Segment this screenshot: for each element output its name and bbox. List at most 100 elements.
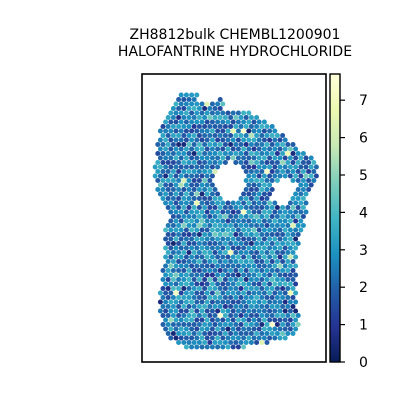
spot	[196, 322, 202, 327]
spot	[230, 236, 236, 242]
spot	[287, 164, 293, 170]
spot	[251, 200, 257, 206]
spot	[228, 232, 234, 237]
spot	[259, 223, 265, 228]
spot	[176, 133, 182, 138]
spot	[209, 119, 215, 125]
spot	[230, 209, 236, 215]
spot	[181, 124, 187, 129]
spot	[176, 124, 182, 129]
spot	[311, 178, 317, 183]
spot	[152, 173, 158, 179]
spot	[295, 205, 301, 210]
spot	[165, 133, 171, 138]
spot	[264, 178, 270, 183]
spot	[290, 286, 296, 291]
spot	[220, 335, 226, 341]
spot	[243, 223, 249, 228]
spot	[157, 290, 163, 296]
spot	[233, 304, 239, 309]
spot	[173, 191, 179, 197]
spot	[274, 268, 280, 273]
spot	[189, 308, 195, 314]
spot	[251, 119, 257, 125]
spot	[261, 146, 267, 152]
spot	[204, 272, 210, 278]
spot	[160, 124, 166, 129]
colorbar-tick-label: 4	[359, 205, 368, 221]
spot	[163, 245, 169, 251]
spot	[189, 119, 195, 125]
spot	[261, 290, 267, 296]
spot	[256, 173, 262, 179]
spot	[267, 137, 273, 143]
spot	[238, 340, 244, 345]
spot	[191, 187, 197, 192]
spot	[248, 142, 254, 147]
spot	[170, 286, 176, 291]
spot	[157, 164, 163, 170]
spot	[207, 295, 213, 300]
plot-frame	[141, 73, 327, 363]
spot	[230, 137, 236, 143]
spot	[277, 317, 283, 323]
spot	[160, 295, 166, 300]
spot	[207, 322, 213, 327]
spot	[176, 232, 182, 237]
spot	[259, 142, 265, 147]
spot	[248, 250, 254, 255]
spot	[155, 178, 161, 183]
spot	[157, 146, 163, 152]
spot	[222, 295, 228, 300]
spot	[209, 137, 215, 143]
spot	[202, 304, 208, 309]
spot	[217, 214, 223, 219]
spot	[256, 191, 262, 197]
spot	[209, 200, 215, 206]
spot	[280, 268, 286, 273]
spot	[163, 227, 169, 233]
spot	[173, 236, 179, 242]
spot	[243, 340, 249, 345]
spot	[287, 308, 293, 314]
spot	[212, 331, 218, 336]
spot	[285, 151, 291, 156]
spot	[267, 164, 273, 170]
spot	[222, 286, 228, 291]
spot	[285, 250, 291, 255]
spot	[168, 209, 174, 215]
spot	[238, 313, 244, 318]
spot	[264, 169, 270, 174]
spot	[199, 155, 205, 161]
spot	[277, 209, 283, 215]
spot	[168, 119, 174, 125]
spot	[168, 299, 174, 305]
spot	[293, 218, 299, 224]
spot	[183, 263, 189, 269]
spot	[285, 214, 291, 219]
spot	[285, 142, 291, 147]
spot	[168, 308, 174, 314]
spot	[209, 281, 215, 287]
spot	[256, 317, 262, 323]
spot	[248, 223, 254, 228]
spot	[165, 277, 171, 282]
spot	[228, 223, 234, 228]
spot	[196, 286, 202, 291]
spot	[298, 173, 304, 179]
spot	[280, 142, 286, 147]
colorbar-tick-label: 3	[359, 243, 368, 259]
spot	[228, 151, 234, 156]
spot	[233, 133, 239, 138]
spot	[225, 200, 231, 206]
colorbar	[330, 74, 340, 362]
spot	[170, 115, 176, 120]
spot	[241, 290, 247, 296]
spot	[259, 178, 265, 183]
spot	[155, 169, 161, 174]
spot	[204, 344, 210, 350]
spot	[173, 146, 179, 152]
spot	[178, 92, 184, 98]
spot	[274, 178, 280, 183]
spot	[272, 290, 278, 296]
